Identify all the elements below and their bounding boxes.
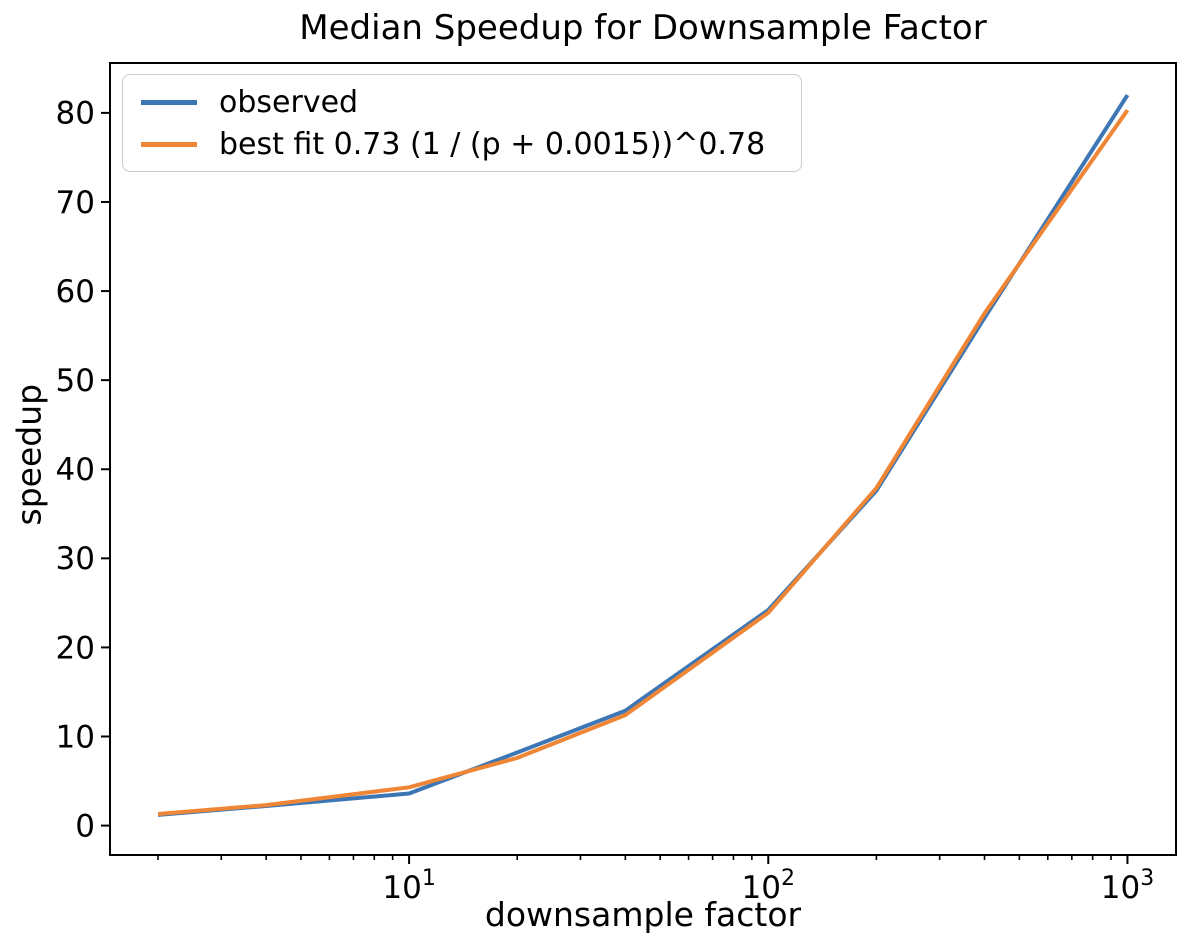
y-tick-label: 40 <box>56 452 95 488</box>
best-fit-line-swatch <box>141 141 197 147</box>
observed-line-swatch <box>141 99 197 105</box>
chart-title: Median Speedup for Downsample Factor <box>299 8 987 48</box>
y-tick-label: 50 <box>56 363 95 399</box>
y-tick-label: 20 <box>56 630 95 666</box>
best-fit-line <box>157 109 1130 816</box>
observed-line <box>157 94 1130 817</box>
y-tick-label: 30 <box>56 541 95 577</box>
legend-entry-observed: observed <box>141 84 801 120</box>
y-tick-label: 80 <box>56 96 95 132</box>
y-tick-label: 10 <box>56 719 95 755</box>
plot-border <box>109 62 1177 856</box>
y-axis-label: speedup <box>9 383 49 526</box>
legend-label-best-fit: best fit 0.73 (1 / (p + 0.0015))^0.78 <box>219 126 766 162</box>
x-tick-label: 102 <box>742 866 795 906</box>
y-tick-label: 70 <box>56 185 95 221</box>
x-tick-label: 101 <box>382 866 435 906</box>
y-tick-label: 0 <box>75 808 95 844</box>
x-axis-label: downsample factor <box>484 895 802 934</box>
y-tick-label: 60 <box>56 274 95 310</box>
x-tick-label: 103 <box>1101 866 1154 906</box>
legend-entry-best-fit: best fit 0.73 (1 / (p + 0.0015))^0.78 <box>141 126 801 162</box>
legend-label-observed: observed <box>219 84 359 120</box>
legend: observed best fit 0.73 (1 / (p + 0.0015)… <box>122 74 802 172</box>
